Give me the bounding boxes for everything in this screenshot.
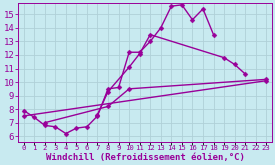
- X-axis label: Windchill (Refroidissement éolien,°C): Windchill (Refroidissement éolien,°C): [46, 152, 244, 162]
